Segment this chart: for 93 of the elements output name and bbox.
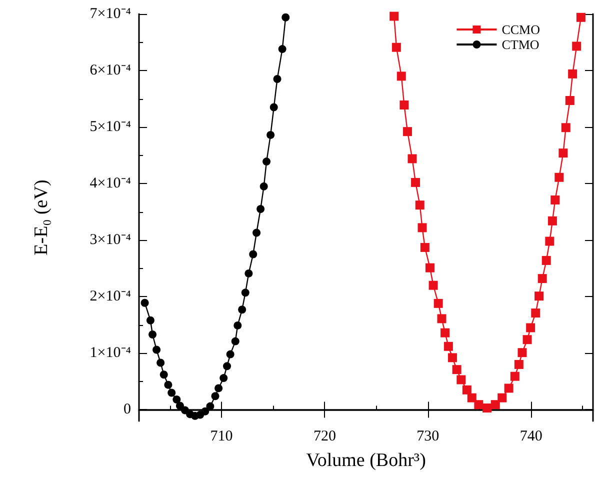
point bbox=[425, 263, 434, 272]
point bbox=[576, 12, 586, 22]
y-axis-title: E-E₀ (eV) bbox=[31, 180, 52, 256]
point bbox=[400, 100, 409, 110]
point bbox=[390, 12, 399, 21]
point bbox=[531, 308, 540, 318]
point bbox=[534, 292, 544, 301]
point bbox=[568, 69, 578, 78]
point bbox=[434, 298, 443, 308]
legend-label: CCMO bbox=[502, 22, 540, 37]
point bbox=[146, 316, 154, 324]
point bbox=[411, 178, 420, 187]
y-tick-label: 4×10⁻⁴ bbox=[90, 176, 131, 192]
point bbox=[498, 393, 507, 402]
point bbox=[522, 335, 532, 344]
point bbox=[565, 96, 574, 105]
point bbox=[168, 388, 176, 397]
point bbox=[437, 314, 446, 324]
y-tick-label: 6×10⁻⁴ bbox=[90, 62, 131, 79]
x-axis-title: Volume (Bohr³) bbox=[306, 450, 426, 471]
point bbox=[572, 42, 582, 51]
x-tick-label: 730 bbox=[416, 428, 440, 444]
legend-label: CTMO bbox=[502, 37, 540, 52]
point bbox=[561, 123, 570, 132]
point bbox=[211, 392, 220, 400]
point bbox=[278, 45, 286, 54]
point bbox=[244, 269, 253, 278]
point bbox=[249, 250, 258, 258]
point bbox=[550, 195, 560, 204]
point bbox=[282, 13, 290, 22]
point bbox=[238, 306, 246, 314]
point bbox=[558, 148, 568, 158]
point bbox=[140, 298, 149, 307]
point bbox=[256, 205, 265, 214]
point bbox=[415, 200, 424, 210]
point bbox=[402, 127, 412, 136]
point bbox=[440, 328, 450, 338]
point bbox=[220, 374, 228, 382]
point bbox=[482, 404, 492, 412]
point bbox=[164, 380, 172, 389]
y-tick-label: 2×10⁻⁴ bbox=[90, 288, 131, 305]
point bbox=[452, 365, 462, 374]
point bbox=[392, 42, 401, 52]
point bbox=[545, 236, 554, 246]
point bbox=[467, 393, 476, 402]
point bbox=[420, 242, 430, 252]
point bbox=[234, 321, 242, 330]
point bbox=[273, 75, 282, 84]
point bbox=[554, 172, 564, 182]
point bbox=[226, 350, 234, 358]
point bbox=[396, 72, 406, 81]
x-tick-label: 710 bbox=[210, 428, 233, 444]
point bbox=[152, 346, 161, 354]
point bbox=[462, 385, 472, 394]
point bbox=[241, 288, 250, 297]
point bbox=[262, 158, 271, 166]
point bbox=[418, 223, 427, 232]
y-tick-label: 0 bbox=[124, 402, 131, 418]
point bbox=[490, 400, 500, 410]
point bbox=[270, 103, 278, 112]
point bbox=[172, 396, 181, 404]
point bbox=[156, 358, 165, 367]
point bbox=[160, 370, 168, 379]
point bbox=[518, 348, 527, 358]
point bbox=[201, 407, 210, 416]
point bbox=[176, 402, 184, 410]
point bbox=[428, 280, 438, 290]
point bbox=[231, 337, 240, 346]
y-tick-label: 5×10⁻⁴ bbox=[90, 119, 131, 136]
y-tick-label: 3×10⁻⁴ bbox=[90, 232, 131, 248]
x-tick-label: 740 bbox=[520, 428, 542, 444]
point bbox=[148, 330, 157, 339]
x-tick-label: 720 bbox=[313, 428, 336, 444]
point bbox=[206, 402, 214, 410]
y-tick-label: 7×10⁻⁴ bbox=[90, 6, 131, 22]
point bbox=[538, 274, 547, 284]
point bbox=[474, 400, 484, 410]
point bbox=[408, 154, 417, 164]
point bbox=[214, 384, 223, 392]
point bbox=[526, 323, 536, 332]
point bbox=[266, 130, 275, 139]
point bbox=[514, 360, 524, 369]
point bbox=[448, 353, 457, 362]
point bbox=[444, 342, 453, 351]
point bbox=[510, 372, 520, 381]
point bbox=[252, 228, 261, 237]
point bbox=[548, 216, 557, 226]
y-tick-label: 1×10⁻⁴ bbox=[90, 345, 131, 362]
point bbox=[456, 375, 466, 384]
point bbox=[223, 362, 232, 370]
point bbox=[260, 182, 268, 190]
point bbox=[504, 384, 514, 393]
point bbox=[542, 256, 551, 265]
